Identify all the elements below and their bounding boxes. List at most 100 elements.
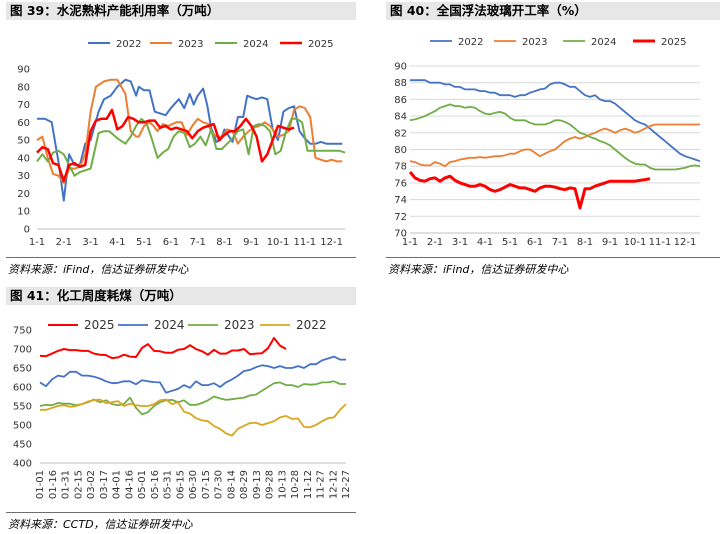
cement-x-tick-label: 3-1 [82, 237, 98, 248]
coal-y-tick-label: 450 [13, 440, 32, 451]
cement-x-tick-label: 2-1 [56, 237, 72, 248]
coal-x-tick-label: 03-17 [99, 470, 110, 499]
cement-x-tick-label: 12-1 [320, 237, 343, 248]
glass-x-tick-label: 6-1 [527, 237, 543, 248]
coal-x-tick-label: 08-14 [226, 470, 237, 499]
glass-y-tick-label: 86 [394, 95, 407, 106]
coal-x-tick-label: 05-16 [150, 470, 161, 499]
coal-x-tick-label: 01-01 [35, 470, 46, 499]
glass-y-tick-label: 80 [394, 145, 407, 156]
fig41-source: 资料来源：CCTD，信达证券研发中心 [8, 518, 193, 531]
coal-legend-label-2025: 2025 [84, 318, 115, 332]
coal-x-tick-label: 10-28 [290, 470, 301, 499]
glass-x-tick-label: 2-1 [427, 237, 443, 248]
coal-y-tick-label: 700 [13, 345, 32, 356]
coal-x-tick-label: 03-02 [86, 470, 97, 499]
cement-y-tick-label: 60 [17, 118, 30, 129]
coal-y-tick-label: 500 [13, 421, 32, 432]
coal-legend-label-2024: 2024 [154, 318, 185, 332]
cement-x-tick-label: 5-1 [136, 237, 152, 248]
coal-series-line-2022 [40, 398, 347, 437]
fig40-bottom-rule [386, 257, 720, 258]
glass-x-tick-label: 4-1 [477, 237, 493, 248]
coal-x-tick-label: 08-29 [239, 470, 250, 499]
cement-y-tick-label: 10 [17, 207, 30, 218]
cement-legend-label-2022: 2022 [116, 39, 141, 50]
glass-series-line-2022 [410, 79, 701, 163]
coal-x-tick-label: 01-31 [61, 470, 72, 499]
cement-y-tick-label: 80 [17, 82, 30, 93]
glass-y-tick-label: 76 [394, 178, 407, 189]
glass-x-tick-label: 7-1 [552, 237, 568, 248]
cement-series-line-2022 [37, 78, 343, 202]
cement-y-tick-label: 30 [17, 171, 30, 182]
glass-x-tick-label: 11-1 [649, 237, 672, 248]
cement-x-tick-label: 7-1 [190, 237, 206, 248]
coal-x-tick-label: 06-30 [188, 470, 199, 499]
cement-legend-label-2024: 2024 [243, 39, 268, 50]
fig41-title: 图 41：化工周度耗煤（万吨） [6, 287, 356, 305]
cement-x-tick-label: 4-1 [109, 237, 125, 248]
cement-series-line-2023 [36, 78, 343, 184]
coal-series-line-2024 [39, 355, 346, 394]
coal-x-tick-label: 10-13 [277, 470, 288, 499]
coal-x-tick-label: 12-27 [341, 470, 352, 499]
glass-y-tick-label: 72 [394, 212, 407, 223]
glass-series-line-2025 [408, 171, 651, 210]
cement-y-tick-label: 40 [17, 153, 30, 164]
glass-x-tick-label: 9-1 [602, 237, 618, 248]
cement-x-tick-label: 6-1 [163, 237, 179, 248]
coal-series-line-2025 [39, 337, 287, 360]
fig39-source: 资料来源：iFind，信达证券研发中心 [8, 263, 189, 276]
glass-legend-label-2023: 2023 [522, 37, 547, 48]
glass-x-tick-label: 10-1 [624, 237, 647, 248]
cement-y-tick-label: 50 [17, 136, 30, 147]
coal-x-tick-label: 11-12 [303, 470, 314, 499]
glass-series-line-2024 [409, 103, 701, 171]
coal-y-tick-label: 650 [13, 364, 32, 375]
cement-y-tick-label: 20 [17, 189, 30, 200]
cement-series-line-2025 [36, 108, 295, 183]
coal-x-tick-label: 07-30 [214, 470, 225, 499]
coal-x-tick-label: 11-27 [316, 470, 327, 499]
glass-x-tick-label: 5-1 [502, 237, 518, 248]
cement-legend-label-2023: 2023 [178, 39, 203, 50]
glass-x-tick-label: 8-1 [577, 237, 593, 248]
coal-x-tick-label: 09-13 [252, 470, 263, 499]
glass-y-tick-label: 78 [394, 162, 407, 173]
coal-y-tick-label: 400 [13, 459, 32, 470]
coal-x-tick-label: 12-12 [328, 470, 339, 499]
coal-x-tick-label: 06-15 [175, 470, 186, 499]
coal-y-tick-label: 550 [13, 402, 32, 413]
glass-y-tick-label: 90 [394, 62, 407, 73]
coal-x-tick-label: 04-01 [112, 470, 123, 499]
cement-x-tick-label: 9-1 [243, 237, 259, 248]
coal-x-tick-label: 01-16 [48, 470, 59, 499]
cement-x-tick-label: 10-1 [267, 237, 290, 248]
glass-legend-label-2024: 2024 [591, 37, 616, 48]
coal-legend-label-2023: 2023 [224, 318, 255, 332]
glass-y-tick-label: 84 [394, 112, 407, 123]
glass-y-tick-label: 82 [394, 128, 407, 139]
coal-legend-label-2022: 2022 [296, 318, 327, 332]
cement-x-tick-label: 1-1 [29, 237, 45, 248]
glass-x-tick-label: 1-1 [402, 237, 418, 248]
cement-x-tick-label: 11-1 [293, 237, 316, 248]
fig40-source: 资料来源：iFind，信达证券研发中心 [388, 263, 569, 276]
glass-series-line-2023 [409, 123, 700, 168]
coal-y-tick-label: 750 [13, 326, 32, 337]
glass-legend-label-2025: 2025 [661, 37, 686, 48]
fig39-bottom-rule [6, 257, 356, 258]
glass-x-tick-label: 12-1 [674, 237, 697, 248]
coal-x-tick-label: 02-15 [73, 470, 84, 499]
glass-legend-label-2022: 2022 [458, 37, 483, 48]
coal-y-tick-label: 600 [13, 383, 32, 394]
fig41-bottom-rule [6, 512, 356, 513]
cement-y-tick-label: 0 [24, 225, 30, 236]
cement-x-tick-label: 8-1 [216, 237, 232, 248]
glass-x-tick-label: 3-1 [452, 237, 468, 248]
coal-x-tick-label: 07-15 [201, 470, 212, 499]
fig40-title: 图 40：全国浮法玻璃开工率（%） [386, 2, 720, 20]
cement-y-tick-label: 70 [17, 100, 30, 111]
fig39-title: 图 39：水泥熟料产能利用率（万吨） [6, 2, 356, 20]
